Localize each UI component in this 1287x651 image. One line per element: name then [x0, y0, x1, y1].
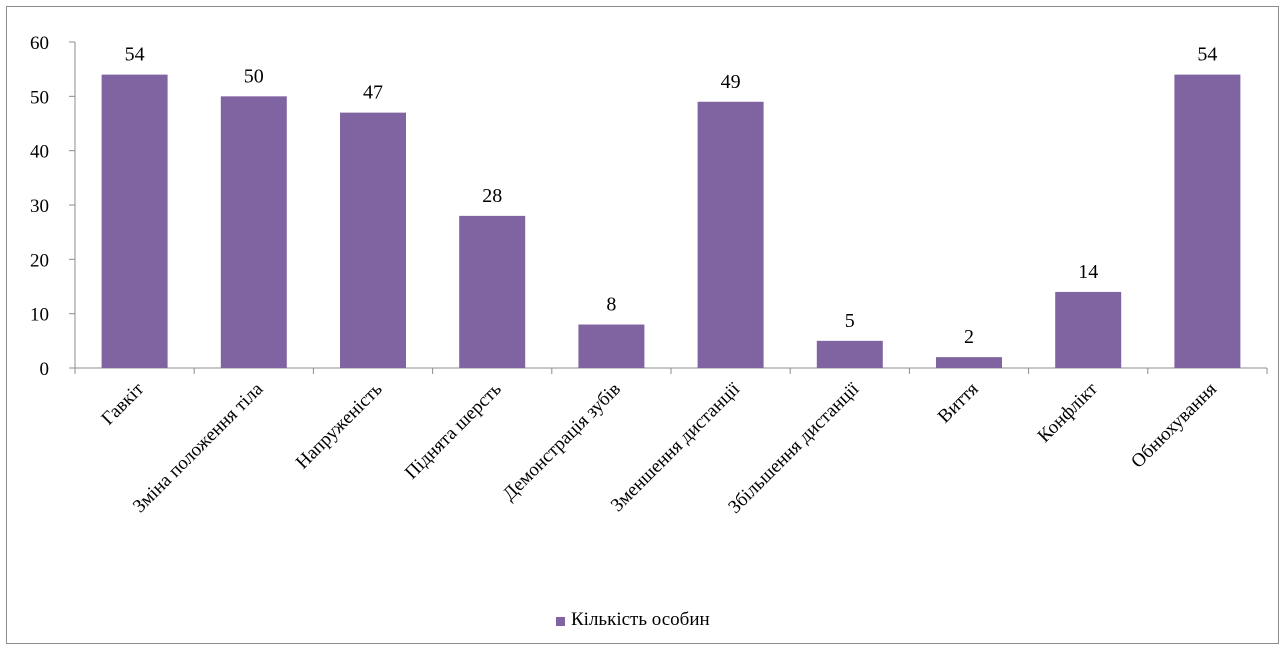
data-label: 28 — [482, 185, 502, 207]
category-label: Гавкіт — [97, 378, 148, 429]
bar — [459, 215, 526, 368]
bar — [220, 96, 287, 368]
data-labels: 54 50 47 28 8 49 5 2 14 54 — [125, 44, 1218, 349]
category-label: Зменшення дистанції — [607, 378, 745, 516]
legend: Кількість особин — [556, 609, 710, 630]
y-axis: 0 10 20 30 40 50 60 — [30, 33, 76, 380]
bar — [1055, 291, 1122, 368]
y-tick-label: 20 — [30, 250, 49, 271]
category-label: Напруженість — [292, 378, 387, 473]
category-label: Збільшення дистанції — [724, 378, 864, 518]
data-label: 5 — [845, 310, 855, 332]
y-tick-label: 60 — [30, 33, 49, 54]
data-label: 54 — [125, 44, 145, 66]
y-tick-label: 40 — [30, 142, 49, 163]
data-label: 47 — [363, 82, 383, 104]
x-axis — [74, 367, 1268, 374]
bars — [101, 74, 1241, 369]
category-label: Демонстрація зубів — [499, 379, 625, 505]
category-label: Піднята шерсть — [401, 378, 506, 483]
legend-swatch — [556, 617, 565, 626]
y-tick-label: 50 — [30, 87, 49, 108]
y-tick-label: 10 — [30, 305, 49, 326]
data-label: 14 — [1078, 261, 1098, 283]
bar — [697, 101, 764, 369]
category-label: Зміна положення тіла — [129, 378, 268, 517]
bar — [101, 74, 168, 368]
bar — [936, 357, 1002, 368]
y-tick-label: 30 — [30, 196, 49, 217]
bar — [816, 340, 883, 368]
category-label: Виття — [934, 379, 983, 428]
y-tick-label: 0 — [40, 359, 50, 380]
data-label: 50 — [244, 65, 264, 87]
bar — [578, 324, 645, 368]
legend-label: Кількість особин — [571, 609, 710, 630]
category-label: Обнюхування — [1127, 379, 1221, 473]
category-label: Конфлікт — [1034, 378, 1103, 447]
data-label: 2 — [964, 326, 974, 348]
bar — [1174, 74, 1241, 368]
data-label: 49 — [721, 71, 741, 93]
bar — [340, 112, 406, 368]
data-label: 8 — [606, 294, 616, 316]
data-label: 54 — [1197, 44, 1217, 66]
